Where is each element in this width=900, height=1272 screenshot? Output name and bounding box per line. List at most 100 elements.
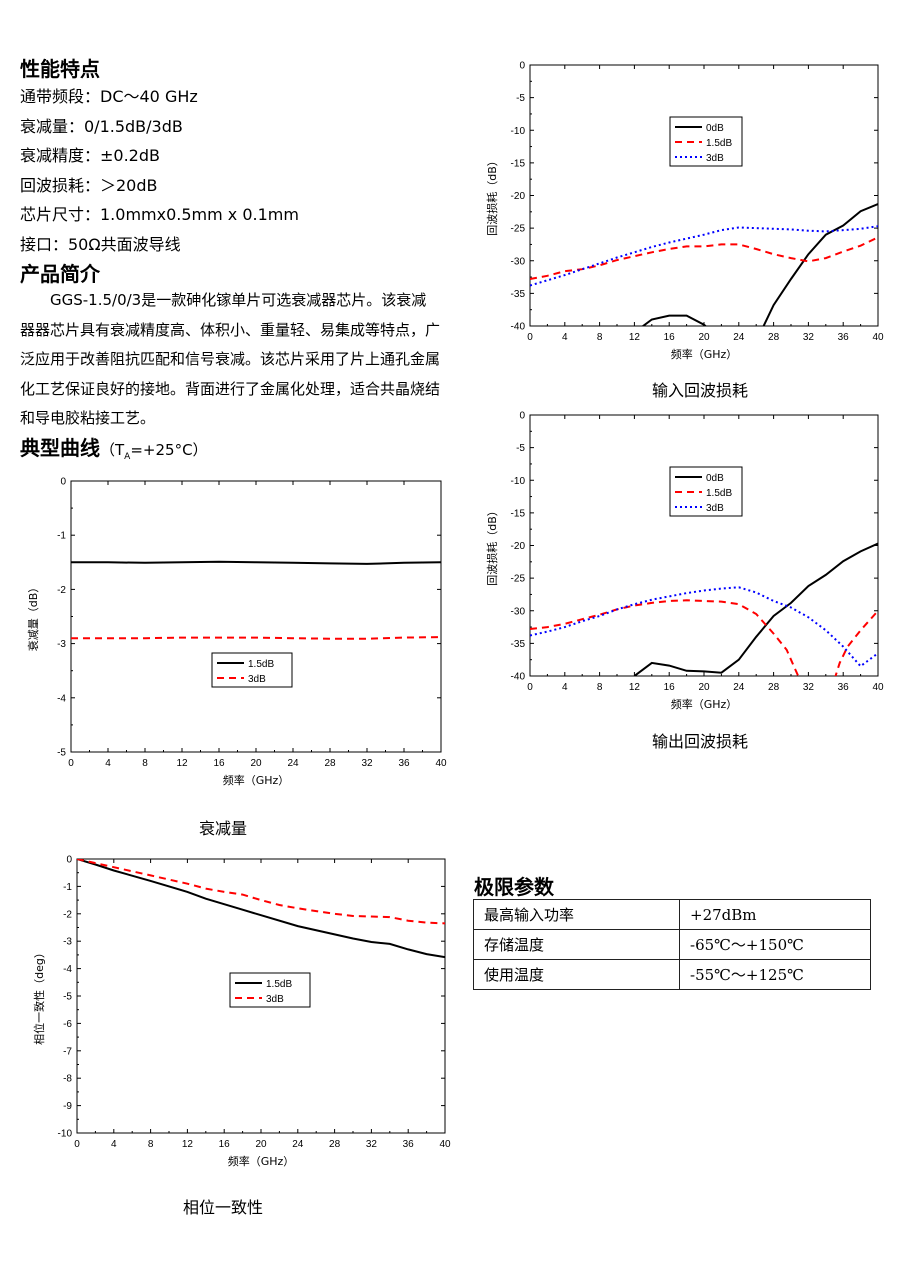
legend-label: 1.5dB [706,138,732,149]
plot-frame [529,414,879,677]
x-tick-label: 40 [872,682,884,693]
series-line-3dB [77,859,445,925]
plot-area [530,542,878,676]
feature-line: 接口：50Ω共面波导线 [20,234,181,254]
feature-line: 衰减量：0/1.5dB/3dB [20,116,183,136]
x-axis-label: 频率（GHz） [228,1154,295,1168]
x-tick-label: 20 [255,1139,267,1150]
input-return-loss-chart: 0 -5 -10 -15 -20 -25 -30 -35 -40 0 4 8 12 16 20 24 28 32 3… [470,55,890,375]
limits-row: 存储温度 -65℃～+150℃ [473,929,871,960]
y-axis-label: 相位一致性（deg） [32,947,46,1045]
limits-value: -65℃～+150℃ [679,929,871,960]
y-tick-label: -4 [57,693,66,704]
y-tick-label: -10 [511,126,526,137]
x-tick-label: 0 [527,682,533,693]
y-tick-label: 0 [519,61,525,72]
y-tick-label: -7 [63,1046,72,1057]
y-tick-label: -35 [511,289,526,300]
curves-condition: （TA=+25°C） [100,441,208,462]
x-tick-label: 24 [733,332,745,343]
y-tick-label: -5 [63,992,72,1003]
features-heading: 性能特点 [20,57,100,81]
legend-label: 1.5dB [248,659,274,670]
y-tick-label: -1 [57,531,66,542]
x-tick-label: 32 [803,682,815,693]
x-tick-label: 36 [838,682,850,693]
intro-heading: 产品简介 [20,262,100,286]
x-tick-label: 36 [398,758,410,769]
y-tick-label: -15 [511,508,526,519]
x-tick-label: 28 [324,758,336,769]
y-tick-label: -40 [511,672,526,683]
x-tick-label: 28 [768,682,780,693]
legend-label: 3dB [248,674,266,685]
y-tick-label: -20 [511,541,526,552]
y-tick-label: -1 [63,882,72,893]
series-line-0dB [633,542,878,676]
y-tick-label: -3 [63,937,72,948]
x-tick-label: 20 [250,758,262,769]
feature-line: 芯片尺寸：1.0mmx0.5mm x 0.1mm [20,205,299,224]
limits-row: 最高输入功率 +27dBm [473,899,871,930]
series-line-1.5dB [71,560,441,565]
x-tick-label: 4 [562,332,568,343]
legend-box [229,972,311,1008]
y-tick-label: -8 [63,1074,72,1085]
limits-param: 使用温度 [473,959,680,990]
limits-value: -55℃～+125℃ [679,959,871,990]
y-tick-label: -30 [511,606,526,617]
limits-heading: 极限参数 [474,875,554,899]
x-tick-label: 16 [664,332,676,343]
y-tick-label: -9 [63,1101,72,1112]
y-tick-label: 0 [519,411,525,422]
y-tick-label: -2 [63,909,72,920]
y-axis-label: 回波损耗（dB） [485,155,499,236]
attenuation-chart: 0 -1 -2 -3 -4 -5 0 4 8 12 16 20 24 28 32 36 40 频率（GHz） 衰减量… [15,470,455,810]
attenuation-svg: 0-1-2-3-4-50 4 8 12 16 20 24 28 32 36 40频率（GHz）衰减量… [26,477,447,788]
output-return-loss-caption: 输出回波损耗 [651,732,748,751]
y-tick-label: -4 [63,964,72,975]
x-tick-label: 4 [111,1139,117,1150]
legend-label: 0dB [706,473,724,484]
y-tick-label: -30 [511,256,526,267]
phase-consistency-svg: 0-1-2-3-4-5-6-7-8-9-100 4 8 12 16 20 24 28 32 36 4… [32,855,451,1169]
x-tick-label: 12 [182,1139,194,1150]
output-return-loss-svg: 0-5-10-15-20-25-30-35-400 4 8 12 16 20 24 28 32 3… [485,411,884,712]
series-line-1.5dB [77,859,445,959]
x-tick-label: 24 [733,682,745,693]
plot-frame [70,480,442,753]
plot-area [77,859,445,959]
x-tick-label: 28 [768,332,780,343]
x-tick-label: 24 [292,1139,304,1150]
x-tick-label: 16 [219,1139,231,1150]
x-tick-label: 32 [803,332,815,343]
y-tick-label: -35 [511,639,526,650]
x-tick-label: 32 [361,758,373,769]
y-tick-label: -25 [511,224,526,235]
y-tick-label: -25 [511,574,526,585]
x-axis-label: 频率（GHz） [671,697,738,711]
feature-line: 回波损耗：＞20dB [20,175,158,195]
series-line-0dB_rise [762,203,878,326]
x-tick-label: 24 [287,758,299,769]
series-line-1.5dB [530,599,800,676]
series-line-3dB [530,586,878,668]
legend-label: 1.5dB [266,979,292,990]
x-axis-label: 频率（GHz） [671,347,738,361]
legend-label: 0dB [706,123,724,134]
x-tick-label: 40 [872,332,884,343]
x-tick-label: 20 [698,332,710,343]
y-tick-label: -20 [511,191,526,202]
legend-label: 3dB [706,503,724,514]
x-tick-label: 12 [629,682,641,693]
cond-prefix: （T [100,441,125,459]
series-line-1.5dB [530,236,878,280]
series-line-3dB [530,225,878,287]
x-tick-label: 8 [597,332,603,343]
y-tick-label: 0 [66,855,72,866]
series-line-0dB [641,314,707,326]
x-axis-label: 频率（GHz） [223,773,290,787]
y-axis-label: 回波损耗（dB） [485,505,499,586]
y-tick-label: 0 [60,477,66,488]
cond-sub: A [124,452,131,462]
